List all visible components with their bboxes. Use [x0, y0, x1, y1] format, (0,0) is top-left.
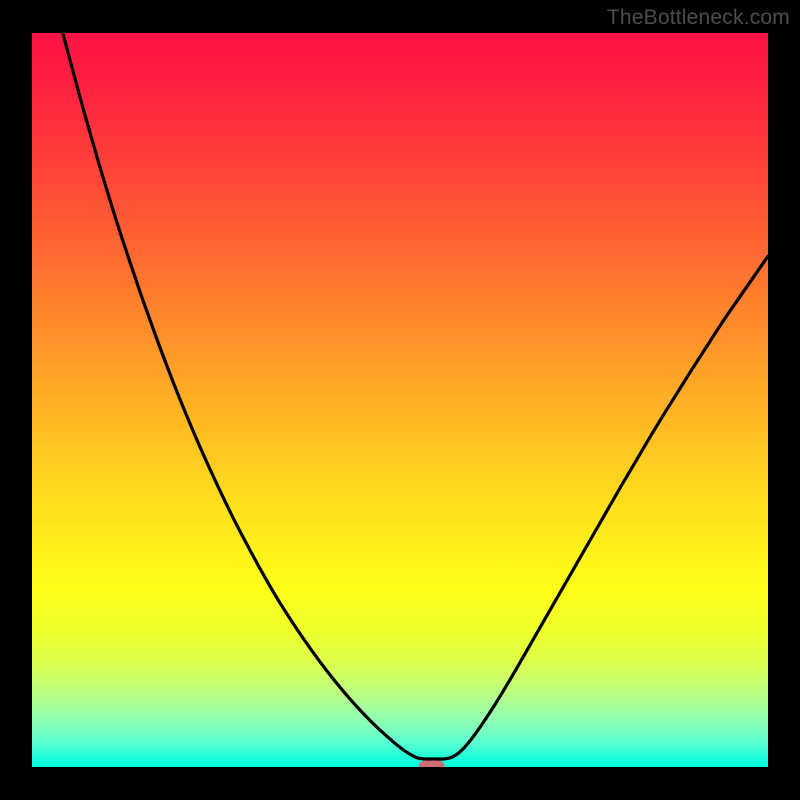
chart-gradient-background [32, 33, 768, 767]
chart-canvas [0, 0, 800, 800]
chart-margin-mask [0, 767, 800, 800]
chart-margin-mask [0, 0, 32, 800]
bottleneck-chart: TheBottleneck.com [0, 0, 800, 800]
chart-margin-mask [768, 0, 800, 800]
watermark-text: TheBottleneck.com [607, 6, 790, 30]
